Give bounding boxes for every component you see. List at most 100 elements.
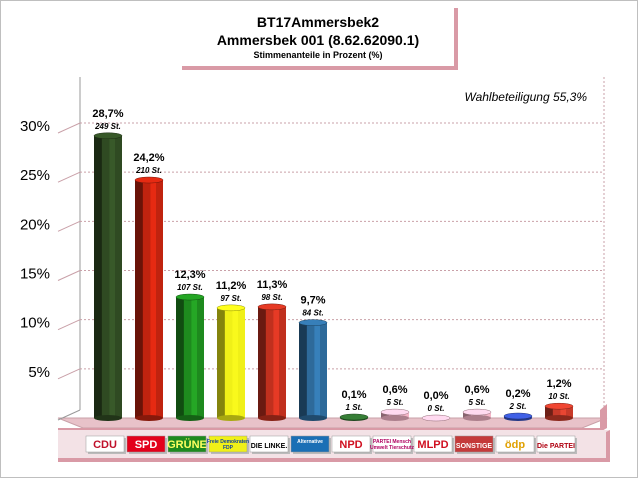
bar xyxy=(421,414,451,422)
y-axis-diag xyxy=(57,409,81,421)
value-label: 9,7% xyxy=(300,295,325,307)
legend-logo-text: SONSTIGE xyxy=(456,443,493,450)
bar-base xyxy=(545,415,573,421)
bar-base xyxy=(299,415,327,421)
gridline-diag xyxy=(57,122,81,134)
bar-top xyxy=(134,176,164,184)
bar-top xyxy=(216,304,246,312)
bar-top xyxy=(421,414,451,422)
legend-logo-box xyxy=(85,435,125,453)
legend-logo: PARTEI Mensch Umwelt Tierschutz xyxy=(370,435,415,454)
bar-base xyxy=(463,415,491,421)
legend-logo-box xyxy=(454,435,494,453)
legend-logo: GRÜNE xyxy=(167,435,208,454)
legend-logo-text: ödp xyxy=(505,439,525,451)
legend-logo-box xyxy=(413,435,453,453)
value-label: 11,3% xyxy=(257,279,288,291)
legend-logo-box xyxy=(167,435,207,453)
bar-top xyxy=(503,412,533,420)
bar-top xyxy=(462,408,492,416)
chart-caption: Stimmenanteile in Prozent (%) xyxy=(253,50,383,60)
votes-label: 1 St. xyxy=(346,403,363,412)
bar xyxy=(298,319,328,421)
bar xyxy=(175,293,205,421)
legend-logo: CDU xyxy=(85,435,126,454)
legend-logo-box xyxy=(208,435,248,453)
bar-base xyxy=(135,415,163,421)
value-label: 0,6% xyxy=(464,384,489,396)
votes-label: 84 St. xyxy=(302,309,323,318)
bar-highlight xyxy=(109,135,115,419)
votes-label: 5 St. xyxy=(469,398,486,407)
legend-logo: Freie Demokraten FDP xyxy=(207,435,249,454)
bar-highlight xyxy=(314,322,320,418)
bar xyxy=(462,408,492,421)
bar-shadow xyxy=(94,135,102,419)
bar-highlight xyxy=(560,406,566,418)
y-tick-label: 5% xyxy=(28,364,50,381)
legend-logo: NPD xyxy=(331,435,372,454)
legend-logo-box xyxy=(536,435,576,453)
bar xyxy=(216,304,246,421)
bar xyxy=(339,413,369,421)
gridline-diag xyxy=(57,368,81,380)
votes-label: 0 St. xyxy=(428,404,445,413)
bar-top xyxy=(175,293,205,301)
bar-shadow xyxy=(176,297,184,418)
bar xyxy=(544,402,574,421)
bar-top xyxy=(544,402,574,410)
bar xyxy=(134,176,164,421)
bar-base xyxy=(217,415,245,421)
chart-title: BT17Ammersbek2 xyxy=(256,14,380,30)
legend-logo-text: GRÜNE xyxy=(167,438,207,451)
value-label: 1,2% xyxy=(546,378,571,390)
votes-label: 98 St. xyxy=(261,293,282,302)
y-tick-label: 25% xyxy=(20,167,50,184)
bar-shadow xyxy=(545,406,553,418)
value-label: 0,2% xyxy=(505,388,530,400)
value-label: 11,2% xyxy=(216,280,247,292)
bar-shadow xyxy=(135,180,143,418)
votes-label: 2 St. xyxy=(509,402,527,411)
votes-label: 97 St. xyxy=(220,294,241,303)
bar-base xyxy=(94,415,122,421)
chart-right-wall xyxy=(600,404,607,432)
bar-highlight xyxy=(191,297,197,418)
gridline-diag xyxy=(57,270,81,281)
votes-label: 210 St. xyxy=(135,166,162,175)
legend-logo-text: Alternative xyxy=(297,439,323,445)
bar-base xyxy=(176,415,204,421)
legend-logo: SONSTIGE xyxy=(454,435,495,454)
bar xyxy=(93,132,123,421)
bar-highlight xyxy=(150,180,156,418)
votes-label: 5 St. xyxy=(387,398,404,407)
bar xyxy=(503,412,533,421)
value-label: 24,2% xyxy=(133,152,164,164)
legend-logo-box xyxy=(249,435,289,453)
legend-logo: Die PARTEI xyxy=(536,435,577,454)
bar-base xyxy=(258,415,286,421)
gridline-diag xyxy=(57,171,81,183)
legend-logo-text: NPD xyxy=(339,439,362,451)
legend-logo-text: MLPD xyxy=(417,439,448,451)
legend-logo-text: PARTEI Mensch Umwelt Tierschutz xyxy=(370,439,415,451)
legend-logo-text: Die PARTEI xyxy=(537,443,575,450)
bar-top xyxy=(339,413,369,421)
legend-logo-box xyxy=(495,435,535,453)
y-tick-label: 15% xyxy=(20,266,50,283)
votes-label: 249 St. xyxy=(94,122,121,131)
bar xyxy=(380,408,410,421)
votes-label: 10 St. xyxy=(548,392,569,401)
bar-top xyxy=(380,408,410,416)
value-label: 0,6% xyxy=(382,384,407,396)
legend-logo-box xyxy=(372,435,412,453)
y-tick-label: 20% xyxy=(20,216,50,233)
bar-shadow xyxy=(217,307,225,418)
legend-logo: Alternative xyxy=(290,435,331,454)
gridline-diag xyxy=(57,220,81,232)
legend-logo-text: CDU xyxy=(93,439,117,451)
legend-logo-text: SPD xyxy=(135,439,158,451)
legend-logo: DIE LINKE. xyxy=(249,435,290,454)
